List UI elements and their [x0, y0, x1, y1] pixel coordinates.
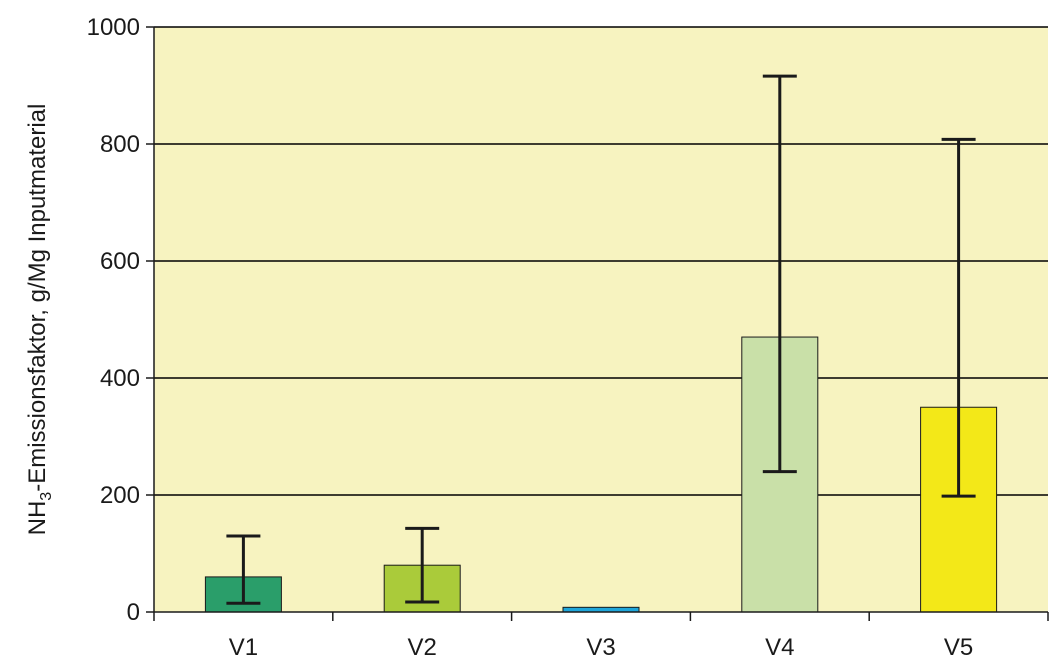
- error-bar-v4: [762, 74, 797, 474]
- y-tick-label-400: 400: [100, 365, 140, 392]
- error-bars: [226, 74, 976, 605]
- y-tick-label-0: 0: [127, 599, 140, 626]
- y-axis-title-prefix: NH: [24, 501, 51, 536]
- y-axis-title: NH3-Emissionsfaktor, g/Mg Inputmaterial: [24, 104, 55, 536]
- y-tick-label-1000: 1000: [87, 14, 140, 41]
- error-bar-v1: [226, 534, 261, 605]
- y-axis-title-subscript: 3: [38, 492, 55, 501]
- axes: [146, 26, 1049, 621]
- x-tick-label-v1: V1: [229, 634, 258, 661]
- gridlines: [154, 26, 1048, 496]
- x-tick-label-v4: V4: [765, 634, 794, 661]
- x-tick-label-v5: V5: [944, 634, 973, 661]
- x-tick-label-v2: V2: [408, 634, 437, 661]
- error-bar-v2: [405, 526, 440, 604]
- x-tick-labels: V1 V2 V3 V4 V5: [229, 634, 974, 661]
- y-axis-title-suffix: -Emissionsfaktor, g/Mg Inputmaterial: [24, 104, 51, 492]
- y-tick-label-800: 800: [100, 131, 140, 158]
- y-tick-labels: 0 200 400 600 800 1000: [87, 14, 140, 626]
- x-tick-label-v3: V3: [586, 634, 615, 661]
- error-bar-v5: [941, 137, 976, 498]
- y-tick-label-200: 200: [100, 482, 140, 509]
- plot-area: [154, 27, 1048, 612]
- y-tick-label-600: 600: [100, 248, 140, 275]
